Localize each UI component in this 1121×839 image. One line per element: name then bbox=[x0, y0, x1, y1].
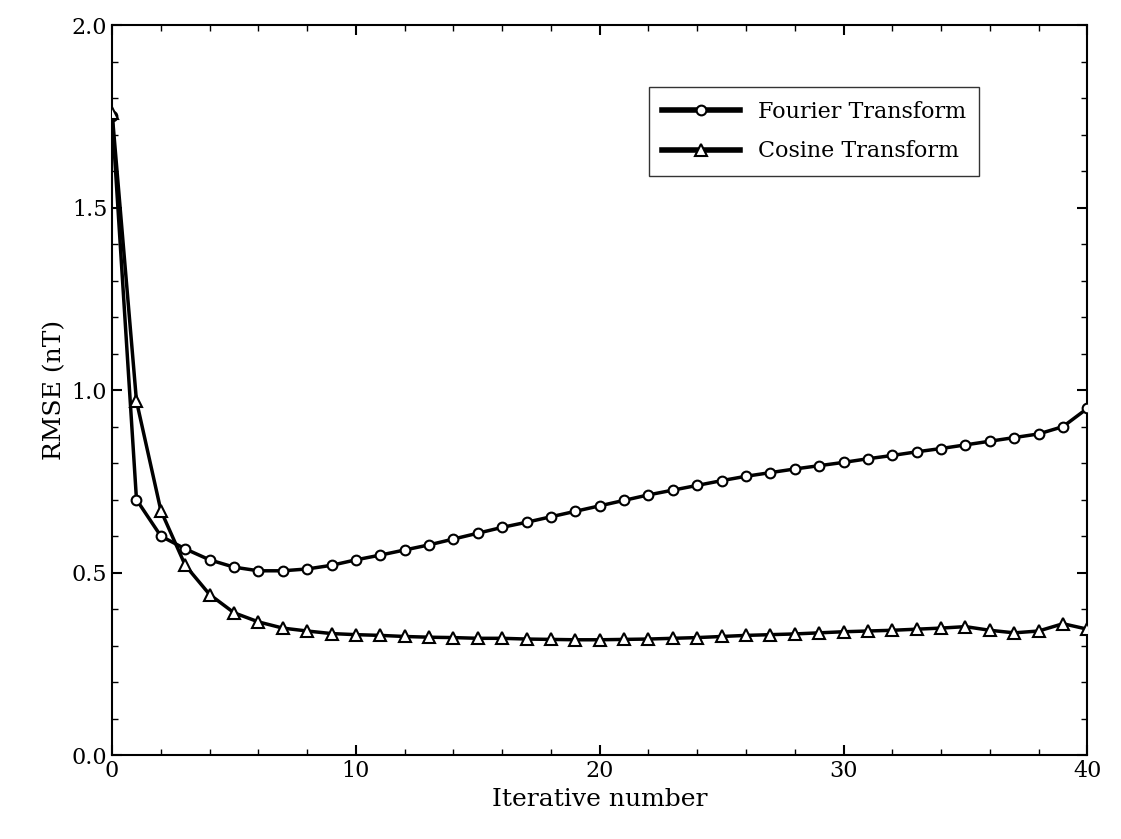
Cosine Transform bbox=[618, 634, 631, 644]
Fourier Transform bbox=[935, 444, 948, 454]
Cosine Transform bbox=[105, 107, 119, 117]
Fourier Transform bbox=[520, 517, 534, 527]
Fourier Transform bbox=[788, 464, 802, 474]
Cosine Transform bbox=[691, 633, 704, 643]
Fourier Transform bbox=[836, 457, 850, 467]
Cosine Transform bbox=[886, 625, 899, 635]
Cosine Transform bbox=[251, 617, 265, 627]
Cosine Transform bbox=[325, 628, 339, 638]
Cosine Transform bbox=[520, 634, 534, 644]
Fourier Transform bbox=[740, 472, 753, 482]
Fourier Transform bbox=[471, 529, 484, 539]
Cosine Transform bbox=[983, 625, 997, 635]
Cosine Transform bbox=[154, 506, 168, 516]
Fourier Transform bbox=[154, 531, 168, 541]
Fourier Transform bbox=[105, 112, 119, 122]
Cosine Transform bbox=[568, 635, 582, 645]
Fourier Transform bbox=[423, 539, 436, 550]
Cosine Transform bbox=[1056, 618, 1069, 628]
Fourier Transform bbox=[593, 501, 606, 511]
Fourier Transform bbox=[325, 560, 339, 571]
Fourier Transform bbox=[691, 481, 704, 491]
Fourier Transform bbox=[130, 495, 143, 505]
Fourier Transform bbox=[1056, 422, 1069, 432]
Cosine Transform bbox=[763, 629, 777, 639]
Fourier Transform bbox=[300, 564, 314, 574]
Fourier Transform bbox=[983, 436, 997, 446]
Cosine Transform bbox=[740, 630, 753, 640]
Cosine Transform bbox=[935, 623, 948, 633]
Fourier Transform bbox=[861, 454, 874, 464]
X-axis label: Iterative number: Iterative number bbox=[492, 788, 707, 810]
Cosine Transform bbox=[350, 629, 363, 639]
Cosine Transform bbox=[471, 633, 484, 644]
Cosine Transform bbox=[715, 632, 729, 642]
Cosine Transform bbox=[300, 626, 314, 636]
Cosine Transform bbox=[910, 624, 924, 634]
Y-axis label: RMSE (nT): RMSE (nT) bbox=[43, 320, 66, 461]
Fourier Transform bbox=[886, 451, 899, 461]
Cosine Transform bbox=[1031, 626, 1045, 636]
Fourier Transform bbox=[641, 490, 655, 500]
Fourier Transform bbox=[350, 555, 363, 565]
Fourier Transform bbox=[251, 565, 265, 576]
Cosine Transform bbox=[861, 626, 874, 636]
Fourier Transform bbox=[618, 495, 631, 505]
Fourier Transform bbox=[715, 476, 729, 486]
Cosine Transform bbox=[398, 632, 411, 642]
Fourier Transform bbox=[495, 523, 509, 533]
Cosine Transform bbox=[276, 623, 289, 633]
Fourier Transform bbox=[813, 461, 826, 471]
Cosine Transform bbox=[373, 630, 387, 640]
Fourier Transform bbox=[1031, 429, 1045, 439]
Cosine Transform bbox=[423, 632, 436, 642]
Fourier Transform bbox=[545, 512, 558, 522]
Cosine Transform bbox=[130, 396, 143, 406]
Cosine Transform bbox=[446, 633, 460, 643]
Cosine Transform bbox=[836, 627, 850, 637]
Cosine Transform bbox=[788, 629, 802, 639]
Fourier Transform bbox=[910, 447, 924, 457]
Fourier Transform bbox=[958, 440, 972, 450]
Fourier Transform bbox=[446, 534, 460, 544]
Fourier Transform bbox=[203, 555, 216, 565]
Cosine Transform bbox=[813, 628, 826, 638]
Cosine Transform bbox=[228, 607, 241, 618]
Cosine Transform bbox=[666, 633, 679, 644]
Fourier Transform bbox=[178, 544, 192, 554]
Cosine Transform bbox=[641, 634, 655, 644]
Cosine Transform bbox=[495, 633, 509, 644]
Legend: Fourier Transform, Cosine Transform: Fourier Transform, Cosine Transform bbox=[649, 87, 980, 176]
Fourier Transform bbox=[1008, 433, 1021, 443]
Line: Fourier Transform: Fourier Transform bbox=[108, 112, 1092, 576]
Line: Cosine Transform: Cosine Transform bbox=[106, 107, 1093, 645]
Fourier Transform bbox=[228, 562, 241, 572]
Fourier Transform bbox=[373, 550, 387, 560]
Cosine Transform bbox=[958, 622, 972, 632]
Cosine Transform bbox=[545, 634, 558, 644]
Cosine Transform bbox=[593, 635, 606, 645]
Fourier Transform bbox=[666, 485, 679, 495]
Cosine Transform bbox=[1081, 624, 1094, 634]
Cosine Transform bbox=[1008, 628, 1021, 638]
Cosine Transform bbox=[178, 560, 192, 571]
Cosine Transform bbox=[203, 590, 216, 600]
Fourier Transform bbox=[568, 506, 582, 516]
Fourier Transform bbox=[398, 545, 411, 555]
Fourier Transform bbox=[763, 467, 777, 477]
Fourier Transform bbox=[276, 565, 289, 576]
Fourier Transform bbox=[1081, 404, 1094, 414]
